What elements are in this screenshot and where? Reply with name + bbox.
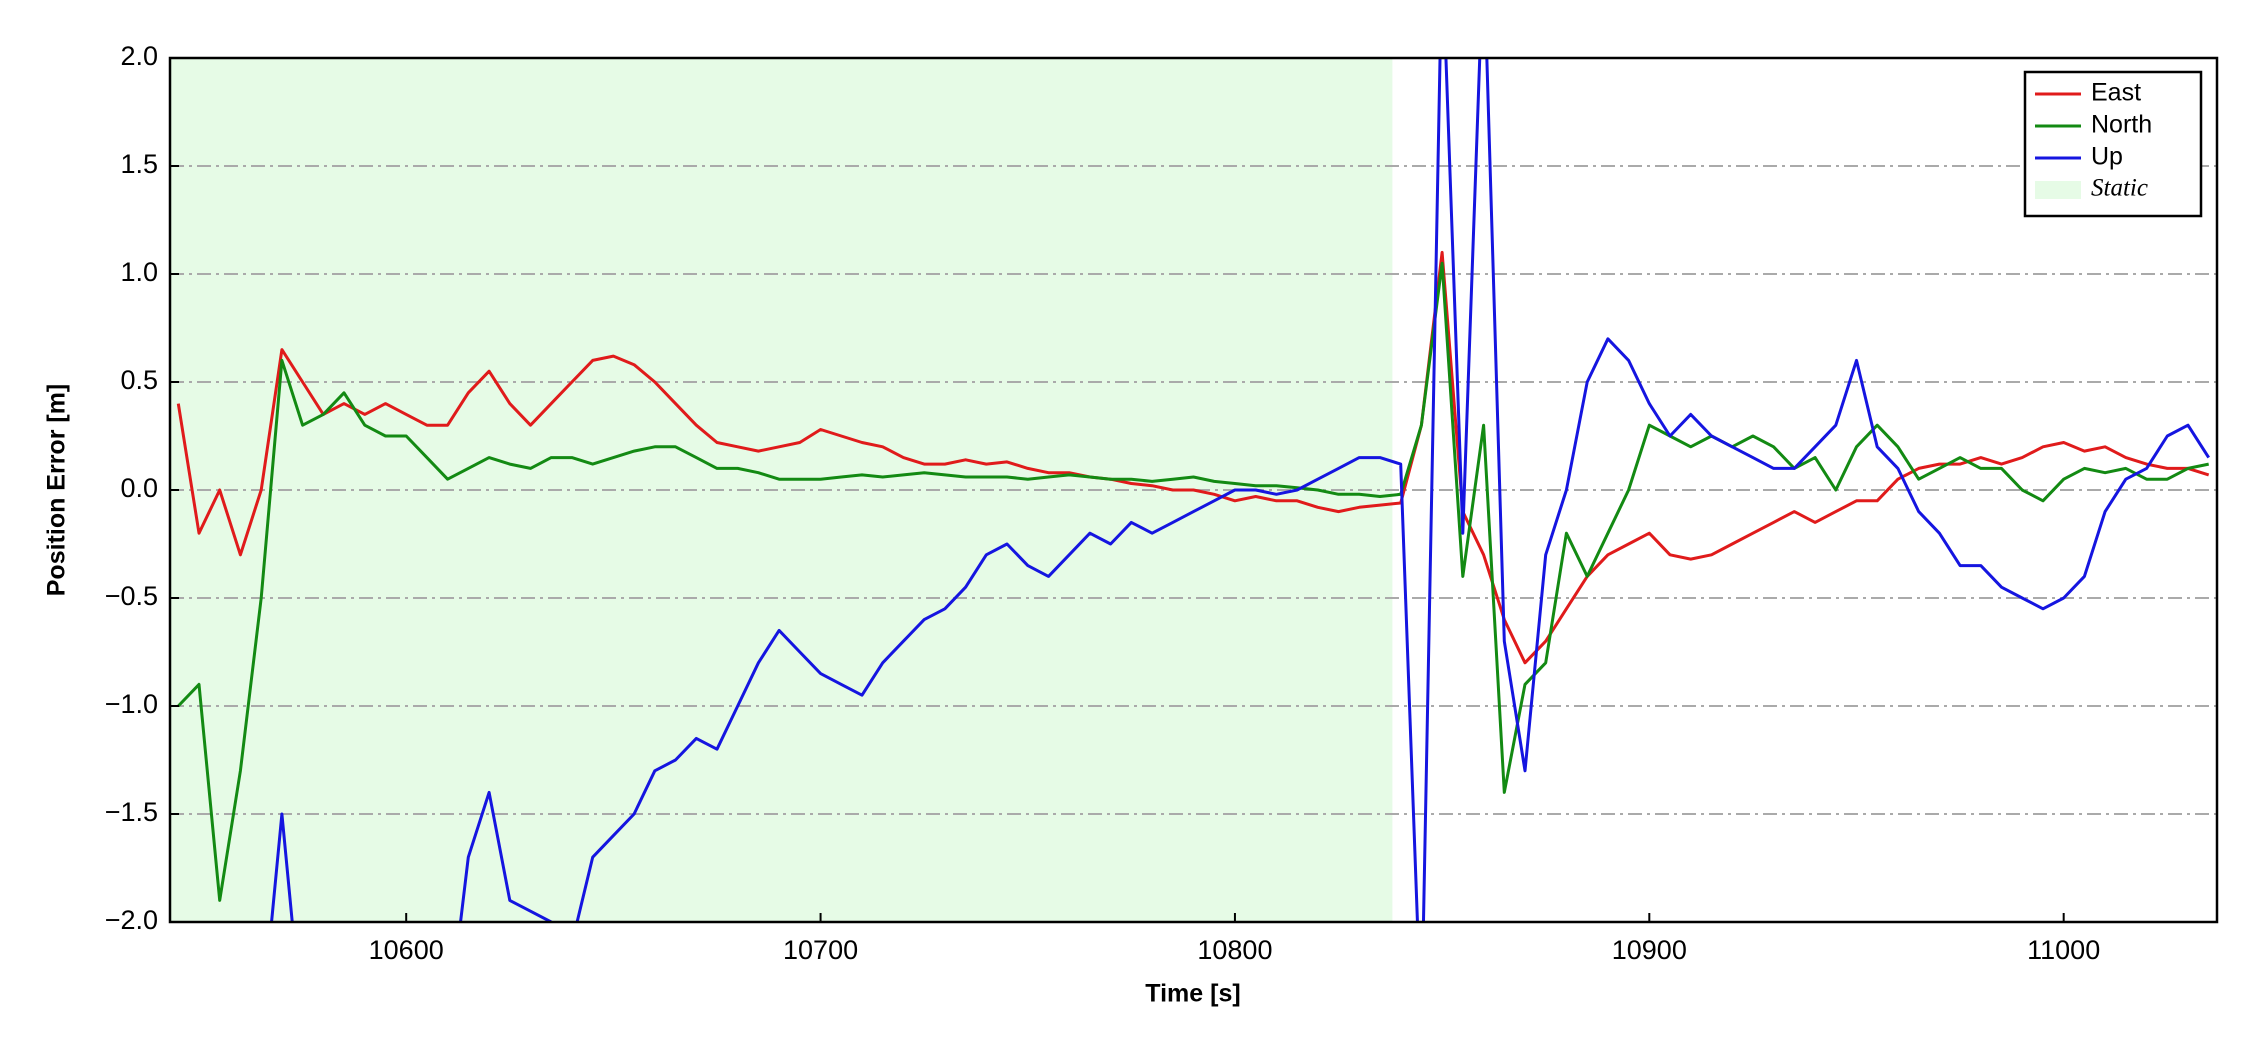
y-tick-label: −1.5 — [105, 797, 158, 827]
x-tick-label: 10600 — [369, 935, 444, 965]
legend-label: East — [2091, 79, 2141, 107]
ticks: −2.0 −1.5 −1.0 −0.5 0.0 0.5 1.0 1.5 2.0 10600 1070… — [105, 41, 2101, 965]
series-line — [177, 261, 2210, 902]
y-tick-label: −1.0 — [105, 689, 158, 719]
y-tick-label: 0.0 — [120, 473, 158, 503]
y-tick-label: 0.5 — [120, 365, 158, 395]
x-tick-label: 10900 — [1612, 935, 1687, 965]
y-tick-label: −2.0 — [105, 905, 158, 935]
y-tick-label: 1.0 — [120, 257, 158, 287]
legend-label: Static — [2091, 175, 2148, 202]
x-tick-label: 10700 — [783, 935, 858, 965]
y-axis-label: Position Error [m] — [43, 384, 71, 597]
legend-label: Up — [2091, 143, 2123, 171]
legend-label: North — [2091, 111, 2152, 139]
legend-swatch — [2035, 181, 2081, 199]
x-tick-label: 11000 — [2027, 935, 2100, 965]
series-line — [176, 250, 2210, 665]
x-tick-label: 10800 — [1197, 935, 1272, 965]
legend: East North Up Static — [2023, 70, 2203, 218]
y-tick-label: 1.5 — [120, 149, 158, 179]
grid — [170, 165, 2217, 815]
x-axis-label: Time [s] — [1145, 980, 1240, 1008]
series-line — [270, 58, 2210, 922]
plot-lines — [176, 58, 2210, 922]
y-tick-label: −0.5 — [105, 581, 158, 611]
y-tick-label: 2.0 — [120, 41, 158, 71]
